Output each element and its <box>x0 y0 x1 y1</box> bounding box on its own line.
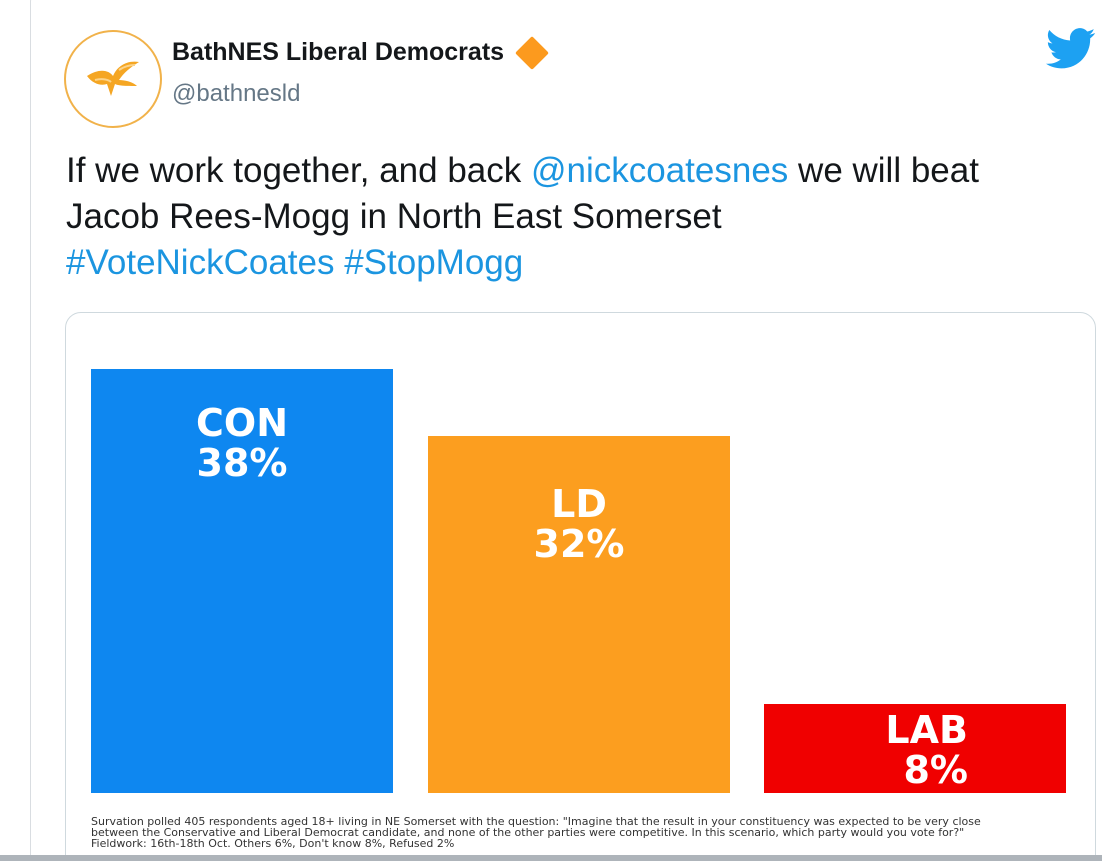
footnote-line: Survation polled 405 respondents aged 18… <box>91 815 981 828</box>
footnote-line: between the Conservative and Liberal Dem… <box>91 826 965 839</box>
hashtag-link[interactable]: #StopMogg <box>344 243 524 282</box>
chart-bar-con: CON 38% <box>91 369 393 793</box>
chart-bar-lab: LAB 8% <box>764 704 1066 793</box>
account-handle[interactable]: @bathnesld <box>172 80 301 107</box>
bar-category-label: LAB <box>885 708 968 752</box>
chart-footnote: Survation polled 405 respondents aged 18… <box>91 816 1081 849</box>
bar-value-label: 38% <box>196 441 288 485</box>
account-display-name[interactable]: BathNES Liberal Democrats <box>172 35 550 70</box>
bar-category-label: CON <box>196 401 288 445</box>
tweet-text-part-1: If we work together, and back <box>66 151 531 190</box>
party-badge-icon <box>515 35 550 70</box>
tweet-media-chart[interactable]: CON 38% LD 32% LAB 8% Survation polled 405 re… <box>65 312 1096 861</box>
footnote-line: Fieldwork: 16th-18th Oct. Others 6%, Don… <box>91 837 455 850</box>
tweet-text-part-2: we will beat Jacob Rees-Mogg in North Ea… <box>66 151 979 236</box>
twitter-bird-icon[interactable] <box>1046 28 1096 70</box>
chart-bar-ld: LD 32% <box>428 436 730 793</box>
mention-link[interactable]: @nickcoatesnes <box>530 151 789 190</box>
libdem-bird-logo-icon <box>87 61 139 96</box>
bottom-scroll-bar <box>0 855 1102 861</box>
bar-category-label: LD <box>551 482 607 526</box>
account-name-text[interactable]: BathNES Liberal Democrats <box>172 38 505 66</box>
bar-value-label: 8% <box>903 748 968 792</box>
hashtag-link[interactable]: #VoteNickCoates <box>66 243 335 282</box>
tweet-text: If we work together, and back @nickcoate… <box>66 148 1076 286</box>
bar-value-label: 32% <box>533 522 625 566</box>
avatar[interactable] <box>64 30 162 128</box>
